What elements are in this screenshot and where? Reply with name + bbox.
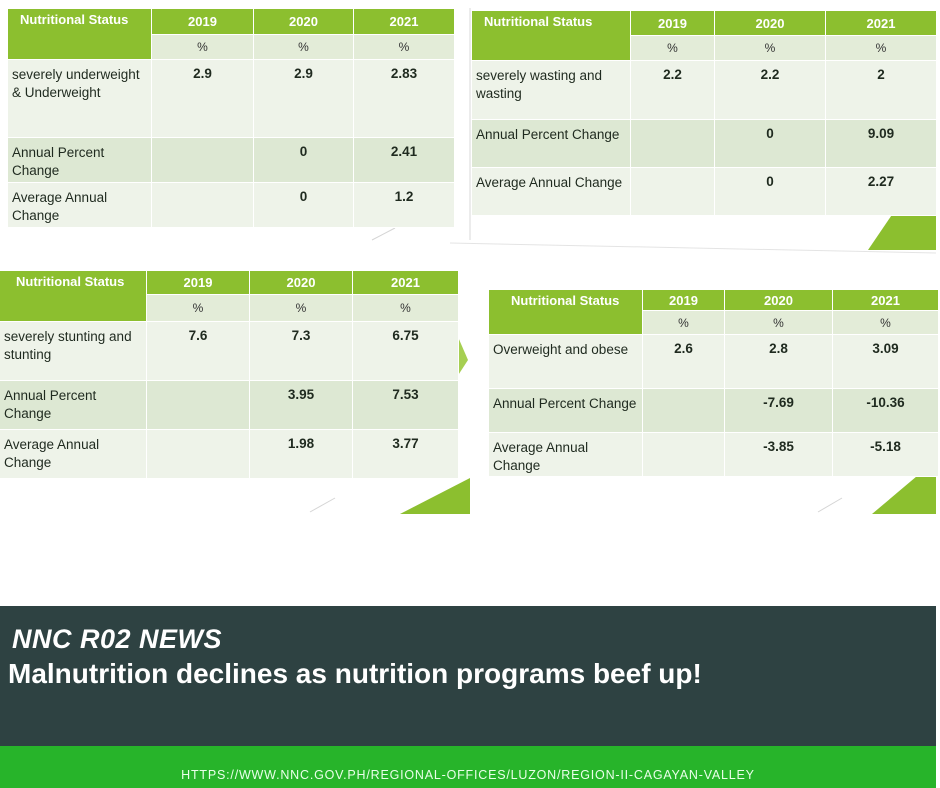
row-label: Average Annual Change — [471, 167, 631, 216]
table-row: Average Annual Change 0 2.27 — [471, 167, 937, 216]
value-2019 — [630, 167, 715, 216]
table-row: Average Annual Change 1.98 3.77 — [0, 429, 459, 479]
year-2021-header: 2021 — [353, 8, 455, 35]
value-2019: 7.6 — [146, 321, 250, 381]
unit-cell: % — [630, 35, 715, 61]
status-header: Nutritional Status — [488, 289, 643, 335]
unit-cell: % — [714, 35, 826, 61]
value-2020: 7.3 — [249, 321, 353, 381]
value-2021: 6.75 — [352, 321, 459, 381]
table-row: Annual Percent Change -7.69 -10.36 — [488, 388, 939, 433]
value-2019: 2.9 — [151, 59, 254, 138]
year-2019-header: 2019 — [630, 10, 715, 36]
value-2020: 2.9 — [253, 59, 354, 138]
table-row: Average Annual Change 0 1.2 — [7, 182, 455, 228]
status-header: Nutritional Status — [0, 270, 147, 322]
value-2021: 3.77 — [352, 429, 459, 479]
wasting-table: Nutritional Status 2019 2020 2021 % % % … — [471, 10, 937, 216]
value-2020: 2.2 — [714, 60, 826, 120]
row-label: severely stunting and stunting — [0, 321, 147, 381]
value-2020: 0 — [714, 167, 826, 216]
value-2021: 2.27 — [825, 167, 937, 216]
table-row: Annual Percent Change 3.95 7.53 — [0, 380, 459, 430]
unit-cell: % — [832, 310, 939, 335]
news-banner: NNC R02 NEWS Malnutrition declines as nu… — [0, 606, 936, 746]
value-2019 — [151, 182, 254, 228]
year-2020-header: 2020 — [724, 289, 833, 311]
year-2020-header: 2020 — [249, 270, 353, 295]
underweight-table: Nutritional Status 2019 2020 2021 % % % … — [7, 8, 455, 228]
row-label: Average Annual Change — [7, 182, 152, 228]
status-header: Nutritional Status — [471, 10, 631, 61]
year-2019-header: 2019 — [151, 8, 254, 35]
stunting-table: Nutritional Status 2019 2020 2021 % % % … — [0, 270, 459, 479]
value-2019 — [630, 119, 715, 168]
value-2020: 0 — [714, 119, 826, 168]
table-row: Overweight and obese 2.6 2.8 3.09 — [488, 334, 939, 389]
year-2020-header: 2020 — [714, 10, 826, 36]
value-2021: 3.09 — [832, 334, 939, 389]
row-label: Overweight and obese — [488, 334, 643, 389]
value-2020: -7.69 — [724, 388, 833, 433]
value-2020: 0 — [253, 137, 354, 183]
table-row: Annual Percent Change 0 9.09 — [471, 119, 937, 168]
footer-bar: HTTPS://WWW.NNC.GOV.PH/REGIONAL-OFFICES/… — [0, 746, 936, 788]
value-2019 — [146, 380, 250, 430]
value-2020: 3.95 — [249, 380, 353, 430]
value-2019 — [642, 388, 725, 433]
row-label: Average Annual Change — [0, 429, 147, 479]
value-2019: 2.6 — [642, 334, 725, 389]
row-label: Annual Percent Change — [0, 380, 147, 430]
unit-cell: % — [642, 310, 725, 335]
value-2021: 1.2 — [353, 182, 455, 228]
value-2021: 2 — [825, 60, 937, 120]
overweight-table: Nutritional Status 2019 2020 2021 % % % … — [488, 289, 939, 477]
brand-title: NNC R02 NEWS — [12, 624, 223, 654]
headline: Malnutrition declines as nutrition progr… — [8, 658, 702, 689]
row-label: Average Annual Change — [488, 432, 643, 477]
value-2021: -10.36 — [832, 388, 939, 433]
unit-cell: % — [146, 294, 250, 322]
value-2020: 1.98 — [249, 429, 353, 479]
row-label: Annual Percent Change — [488, 388, 643, 433]
status-header: Nutritional Status — [7, 8, 152, 60]
value-2020: -3.85 — [724, 432, 833, 477]
year-2020-header: 2020 — [253, 8, 354, 35]
unit-cell: % — [825, 35, 937, 61]
value-2019: 2.2 — [630, 60, 715, 120]
unit-cell: % — [352, 294, 459, 322]
value-2019 — [151, 137, 254, 183]
value-2020: 0 — [253, 182, 354, 228]
row-label: severely underweight & Underweight — [7, 59, 152, 138]
year-2019-header: 2019 — [642, 289, 725, 311]
year-2021-header: 2021 — [832, 289, 939, 311]
row-label: Annual Percent Change — [7, 137, 152, 183]
value-2020: 2.8 — [724, 334, 833, 389]
row-label: severely wasting and wasting — [471, 60, 631, 120]
table-row: severely stunting and stunting 7.6 7.3 6… — [0, 321, 459, 381]
value-2021: 2.83 — [353, 59, 455, 138]
source-url: HTTPS://WWW.NNC.GOV.PH/REGIONAL-OFFICES/… — [181, 768, 755, 782]
unit-cell: % — [353, 34, 455, 60]
year-2021-header: 2021 — [352, 270, 459, 295]
value-2019 — [146, 429, 250, 479]
table-row: severely underweight & Underweight 2.9 2… — [7, 59, 455, 138]
value-2021: -5.18 — [832, 432, 939, 477]
year-2021-header: 2021 — [825, 10, 937, 36]
value-2021: 7.53 — [352, 380, 459, 430]
table-row: Average Annual Change -3.85 -5.18 — [488, 432, 939, 477]
table-row: Annual Percent Change 0 2.41 — [7, 137, 455, 183]
value-2021: 9.09 — [825, 119, 937, 168]
unit-cell: % — [253, 34, 354, 60]
value-2021: 2.41 — [353, 137, 455, 183]
value-2019 — [642, 432, 725, 477]
table-row: severely wasting and wasting 2.2 2.2 2 — [471, 60, 937, 120]
unit-cell: % — [724, 310, 833, 335]
row-label: Annual Percent Change — [471, 119, 631, 168]
unit-cell: % — [151, 34, 254, 60]
year-2019-header: 2019 — [146, 270, 250, 295]
unit-cell: % — [249, 294, 353, 322]
